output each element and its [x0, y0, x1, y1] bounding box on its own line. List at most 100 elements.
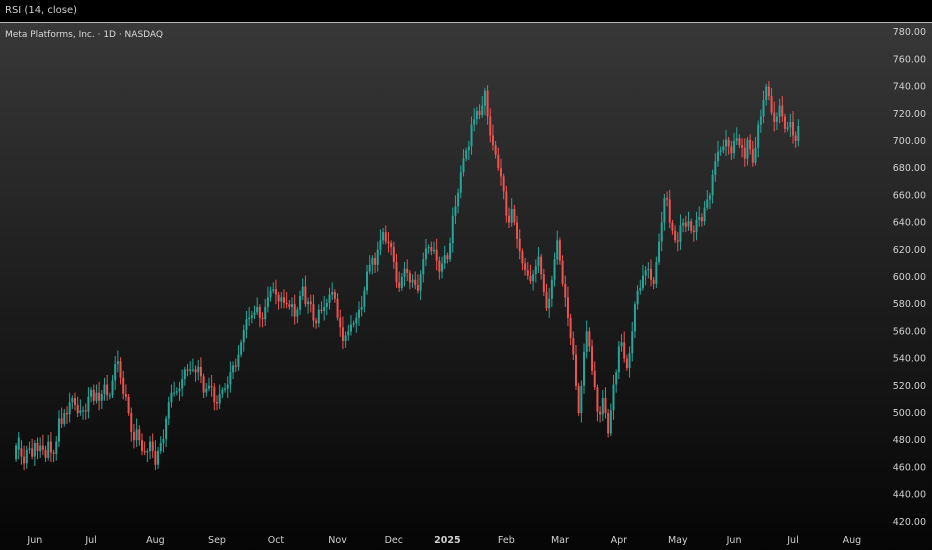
- candle[interactable]: [762, 90, 765, 124]
- candle[interactable]: [320, 301, 323, 314]
- candle[interactable]: [299, 290, 302, 316]
- candle[interactable]: [371, 255, 374, 275]
- candle[interactable]: [151, 433, 154, 458]
- candle[interactable]: [639, 279, 642, 295]
- candle[interactable]: [253, 305, 256, 320]
- candle[interactable]: [416, 274, 419, 294]
- candle[interactable]: [218, 384, 221, 409]
- candle[interactable]: [706, 189, 709, 211]
- candle[interactable]: [564, 275, 567, 307]
- candle[interactable]: [754, 136, 757, 166]
- candle[interactable]: [199, 357, 202, 384]
- candle[interactable]: [194, 365, 197, 382]
- candle[interactable]: [224, 383, 227, 393]
- candle[interactable]: [679, 214, 682, 250]
- candle[interactable]: [52, 449, 55, 462]
- candle[interactable]: [491, 124, 494, 151]
- candle[interactable]: [658, 233, 661, 265]
- candle[interactable]: [140, 433, 143, 456]
- candle[interactable]: [668, 189, 671, 229]
- candle[interactable]: [692, 225, 695, 242]
- candle[interactable]: [574, 345, 577, 390]
- candle[interactable]: [341, 316, 344, 350]
- candle[interactable]: [652, 277, 655, 290]
- candle[interactable]: [529, 264, 532, 284]
- candle[interactable]: [743, 138, 746, 167]
- candle[interactable]: [569, 313, 572, 346]
- candle[interactable]: [333, 289, 336, 303]
- candle[interactable]: [178, 381, 181, 401]
- candle[interactable]: [92, 384, 95, 405]
- candle[interactable]: [725, 130, 728, 156]
- candle[interactable]: [591, 339, 594, 375]
- candle[interactable]: [585, 320, 588, 359]
- candle[interactable]: [347, 324, 350, 341]
- candle[interactable]: [561, 255, 564, 287]
- candle[interactable]: [499, 158, 502, 186]
- candle[interactable]: [735, 127, 738, 146]
- candle[interactable]: [433, 241, 435, 254]
- candle[interactable]: [797, 119, 800, 147]
- candle[interactable]: [366, 264, 369, 295]
- candle[interactable]: [727, 136, 730, 155]
- candle[interactable]: [462, 149, 465, 177]
- candle[interactable]: [261, 312, 264, 328]
- candle[interactable]: [304, 275, 307, 307]
- candle[interactable]: [363, 286, 366, 313]
- candle[interactable]: [674, 225, 677, 243]
- candle[interactable]: [84, 403, 87, 420]
- candle[interactable]: [435, 238, 438, 271]
- candle[interactable]: [695, 211, 698, 241]
- candle[interactable]: [414, 271, 417, 290]
- candle[interactable]: [532, 270, 535, 291]
- candle[interactable]: [441, 256, 444, 279]
- candle[interactable]: [15, 442, 18, 462]
- candle[interactable]: [242, 324, 245, 352]
- candle[interactable]: [714, 153, 717, 182]
- candle[interactable]: [183, 366, 186, 386]
- candle[interactable]: [226, 376, 229, 399]
- candle[interactable]: [264, 298, 267, 326]
- candle[interactable]: [240, 339, 243, 358]
- candle[interactable]: [478, 104, 481, 120]
- candle[interactable]: [374, 252, 377, 273]
- candle[interactable]: [344, 331, 347, 348]
- candle[interactable]: [454, 195, 457, 224]
- candle[interactable]: [103, 377, 106, 401]
- candle[interactable]: [87, 387, 90, 419]
- candle[interactable]: [583, 343, 586, 394]
- candle[interactable]: [189, 361, 192, 375]
- candle[interactable]: [449, 237, 452, 263]
- candle[interactable]: [486, 85, 489, 125]
- candle[interactable]: [181, 369, 184, 397]
- candle[interactable]: [301, 278, 304, 301]
- candle[interactable]: [256, 297, 259, 316]
- candle[interactable]: [526, 262, 529, 280]
- candle[interactable]: [609, 403, 612, 437]
- candle[interactable]: [57, 410, 60, 448]
- candle[interactable]: [411, 274, 414, 288]
- candle[interactable]: [641, 264, 644, 291]
- candle[interactable]: [470, 116, 473, 155]
- candle[interactable]: [205, 383, 208, 397]
- candle[interactable]: [232, 361, 235, 380]
- candle[interactable]: [23, 445, 26, 471]
- candle[interactable]: [74, 392, 77, 411]
- candle[interactable]: [221, 387, 224, 399]
- candle[interactable]: [291, 297, 294, 317]
- candle[interactable]: [400, 272, 403, 291]
- candle[interactable]: [481, 96, 484, 118]
- candle[interactable]: [422, 252, 425, 283]
- candle[interactable]: [783, 113, 786, 133]
- candle[interactable]: [601, 389, 604, 422]
- candle[interactable]: [159, 436, 162, 454]
- candle[interactable]: [127, 393, 130, 416]
- candle[interactable]: [98, 381, 101, 411]
- candle[interactable]: [245, 311, 248, 339]
- candle[interactable]: [625, 354, 628, 371]
- candle[interactable]: [60, 407, 63, 428]
- candle[interactable]: [700, 213, 703, 227]
- candle[interactable]: [210, 374, 213, 397]
- candle[interactable]: [122, 370, 125, 400]
- candle[interactable]: [63, 408, 66, 427]
